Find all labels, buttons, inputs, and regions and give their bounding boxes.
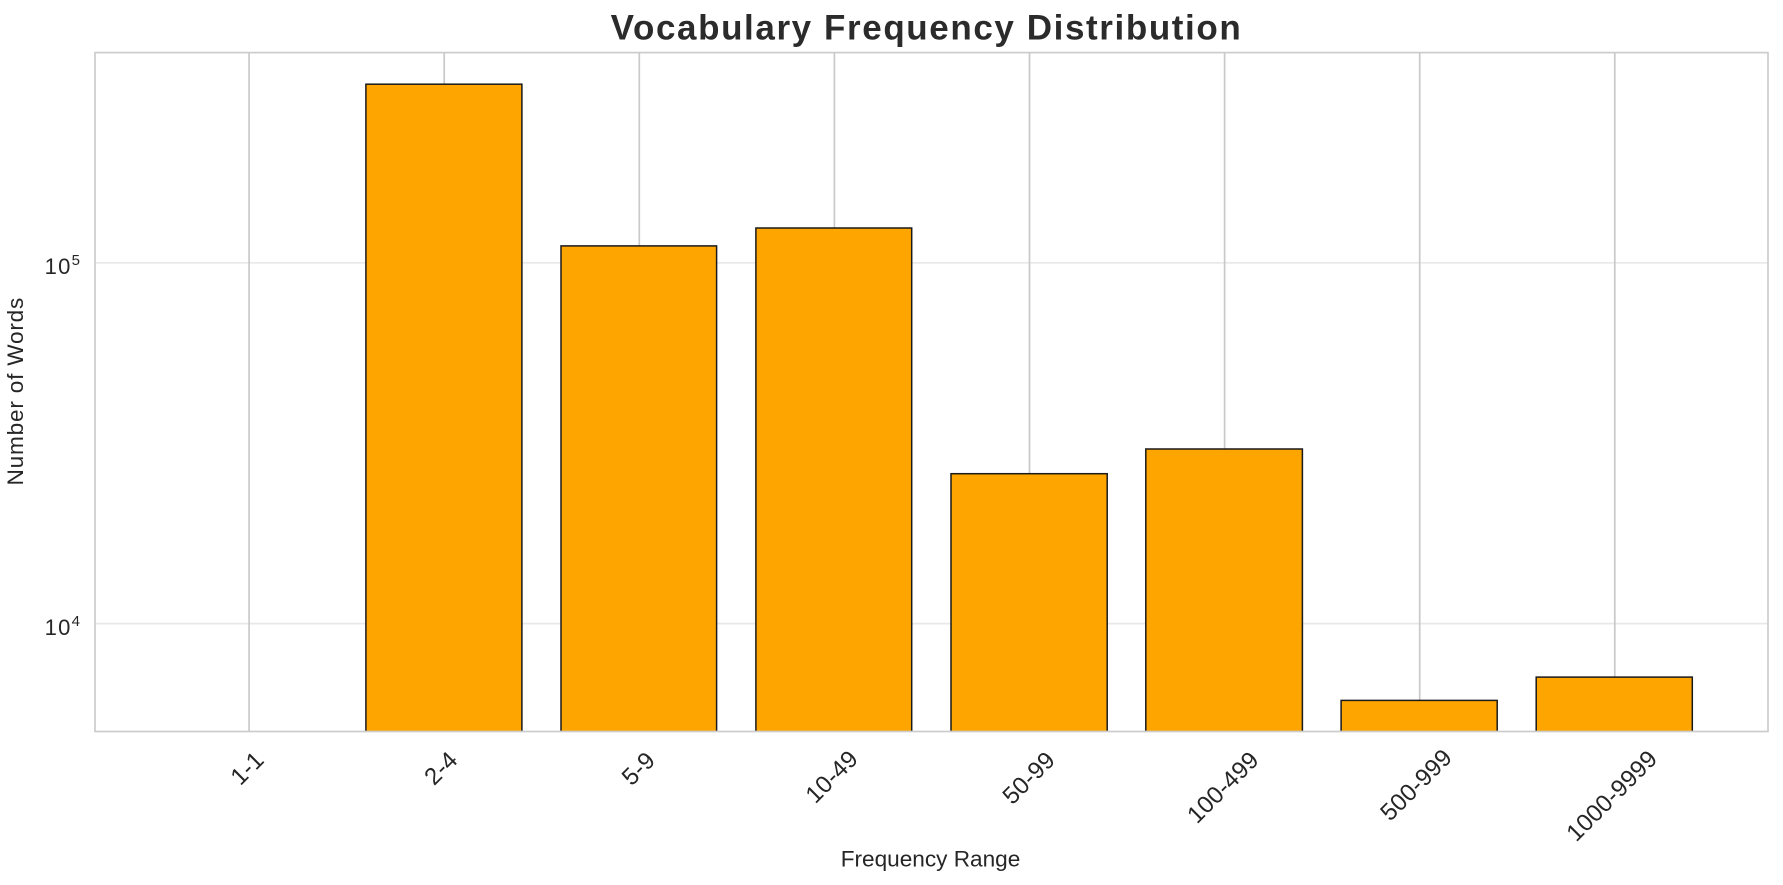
svg-text:Vocabulary Frequency Distribut: Vocabulary Frequency Distribution	[611, 9, 1243, 48]
svg-text:Number of Words: Number of Words	[3, 297, 28, 486]
svg-text:Frequency Range: Frequency Range	[841, 846, 1021, 871]
